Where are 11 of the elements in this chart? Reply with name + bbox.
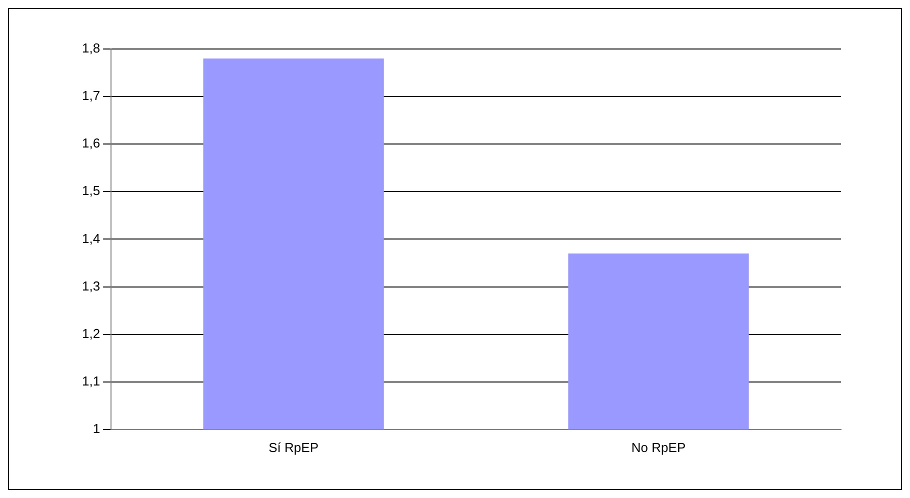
y-tick-label: 1,6 — [82, 136, 100, 151]
y-tick-label: 1,4 — [82, 230, 100, 246]
x-tick-label: Sí RpEP — [268, 440, 318, 455]
y-tick-label: 1,1 — [82, 373, 100, 388]
y-tick-label: 1,7 — [82, 88, 100, 104]
y-tick-label: 1 — [92, 420, 100, 436]
x-tick-label: No RpEP — [631, 440, 686, 455]
y-tick-label: 1,8 — [82, 40, 100, 56]
y-tick-label: 1,3 — [82, 278, 100, 294]
y-tick-label: 1,2 — [82, 326, 100, 341]
y-tick-label: 1,5 — [82, 183, 100, 198]
